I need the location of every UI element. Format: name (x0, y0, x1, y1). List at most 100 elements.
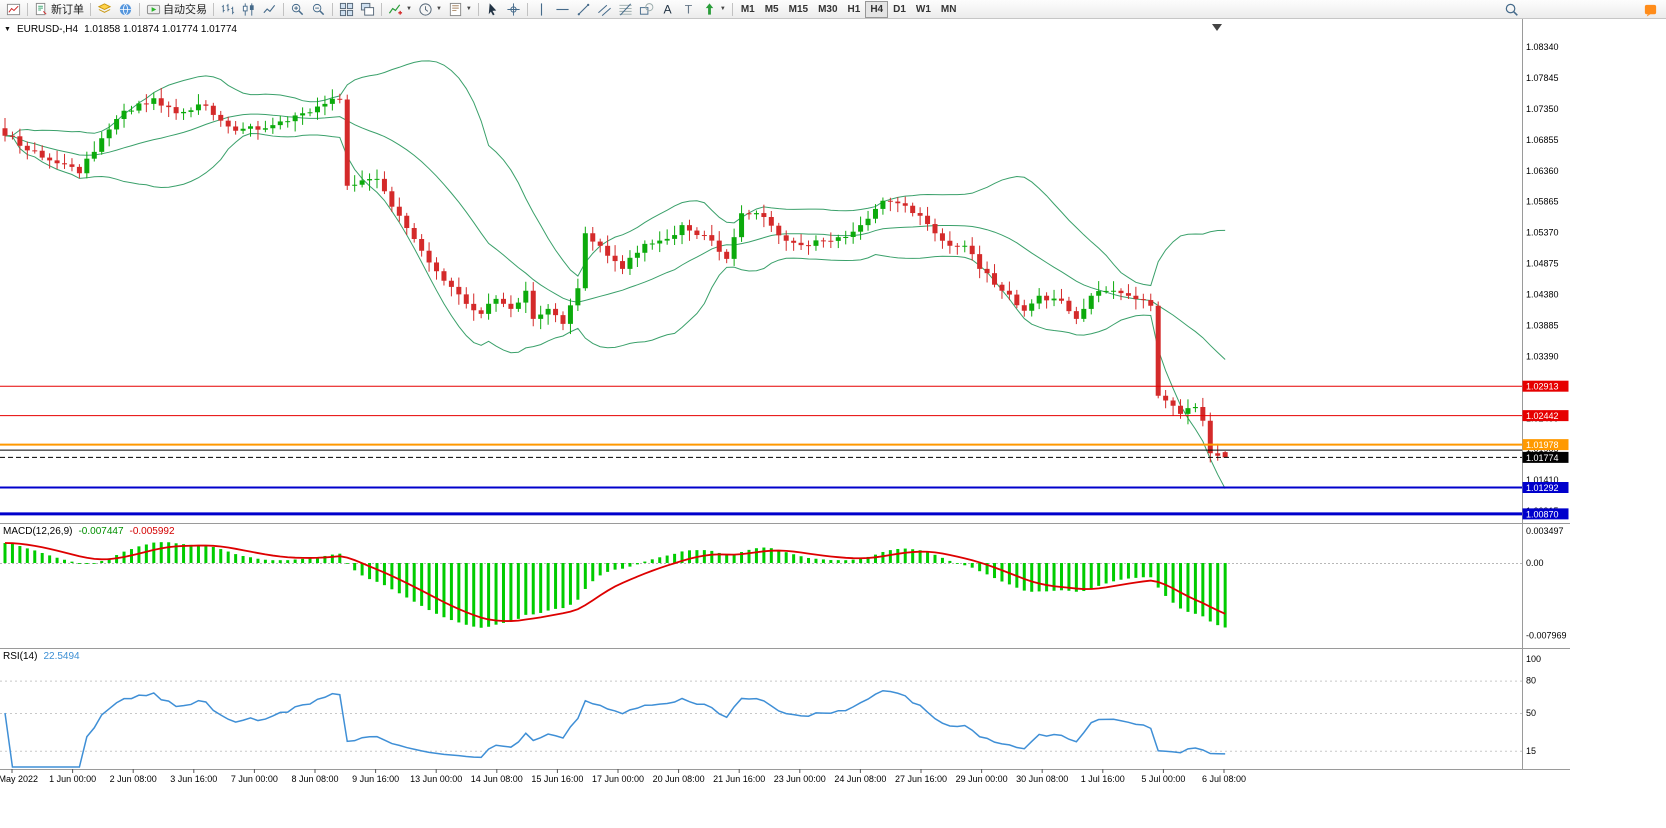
svg-text:21 Jun 16:00: 21 Jun 16:00 (713, 774, 765, 784)
crosshair-icon (506, 2, 521, 17)
cascade-windows-icon[interactable] (357, 1, 378, 18)
text-icon[interactable]: A (657, 1, 678, 18)
periods-icon[interactable]: ▼ (415, 1, 445, 18)
svg-text:1.07845: 1.07845 (1526, 73, 1559, 83)
timeframe-d1-button[interactable]: D1 (893, 3, 906, 15)
svg-text:-0.007969: -0.007969 (1526, 630, 1567, 640)
vertical-line-icon (534, 2, 549, 17)
chevron-down-icon: ▼ (435, 6, 442, 12)
level-lines[interactable] (0, 385, 1522, 516)
tile-windows-icon (339, 2, 354, 17)
templates-icon[interactable]: ▼ (445, 1, 475, 18)
vertical-line-icon[interactable] (531, 1, 552, 18)
toolbar-separator (526, 2, 528, 16)
label-icon[interactable]: T (678, 1, 699, 18)
svg-text:6 Jul 08:00: 6 Jul 08:00 (1202, 774, 1246, 784)
timeframe-m5-button[interactable]: M5 (764, 3, 779, 15)
auto-trading-icon (146, 2, 161, 17)
chevron-down-icon: ▼ (406, 6, 412, 12)
rsi-title: RSI(14) (3, 651, 38, 662)
svg-text:14 Jun 08:00: 14 Jun 08:00 (471, 774, 523, 784)
svg-text:27 Jun 16:00: 27 Jun 16:00 (895, 774, 947, 784)
timeframe-h1-button[interactable]: H1 (847, 3, 861, 15)
chart-canvas[interactable]: 1.08340 1.07845 1.07350 1.06855 1.06360 1.058… (0, 19, 1666, 828)
web-terminal-icon[interactable] (115, 1, 136, 18)
svg-text:2 Jun 08:00: 2 Jun 08:00 (110, 774, 157, 784)
zoom-in-icon (290, 2, 305, 17)
indicators-icon[interactable]: ▼ (385, 1, 415, 18)
price-level-tag (1522, 451, 1569, 463)
tile-windows-icon[interactable] (336, 1, 357, 18)
macd-panel[interactable] (0, 542, 1522, 628)
svg-text:30 May 2022: 30 May 2022 (0, 774, 38, 784)
zoom-out-icon (311, 2, 326, 17)
crosshair-icon[interactable] (503, 1, 524, 18)
layouts-icon[interactable] (94, 1, 115, 18)
channel-icon[interactable] (594, 1, 615, 18)
chart-header: ▼ EURUSD-,H4 1.01858 1.01874 1.01774 1.0… (4, 24, 237, 35)
svg-text:1.07350: 1.07350 (1526, 104, 1559, 114)
new-order-button[interactable]: 新订单 (31, 1, 87, 18)
timeframe-m1-button[interactable]: M1 (740, 3, 755, 15)
svg-text:50: 50 (1526, 708, 1536, 718)
trendline-icon[interactable] (573, 1, 594, 18)
svg-text:1.01978: 1.01978 (1526, 440, 1559, 450)
timeframe-m15-button[interactable]: M15 (788, 3, 809, 15)
templates-icon (448, 2, 463, 17)
timeframe-h4-button[interactable]: H4 (865, 0, 889, 18)
chart-shift-marker[interactable] (1212, 24, 1222, 31)
toolbar-separator (381, 2, 382, 16)
shapes-icon[interactable] (636, 1, 657, 18)
shapes-icon (639, 2, 654, 17)
auto-trading-button[interactable]: 自动交易 (143, 1, 210, 18)
svg-text:1.02442: 1.02442 (1526, 411, 1559, 421)
candlestick-chart-icon (241, 2, 256, 17)
time-scale[interactable]: 30 May 2022 1 Jun 00:00 2 Jun 08:00 3 Jun 1… (0, 769, 1246, 784)
chart-window-icon[interactable] (3, 1, 24, 18)
svg-text:13 Jun 00:00: 13 Jun 00:00 (410, 774, 462, 784)
svg-text:1.05370: 1.05370 (1526, 228, 1559, 238)
svg-text:1.04380: 1.04380 (1526, 290, 1559, 300)
timeframe-m30-button[interactable]: M30 (818, 3, 838, 15)
horizontal-line-icon[interactable] (552, 1, 573, 18)
ohlc-values: 1.01858 1.01874 1.01774 1.01774 (84, 24, 237, 35)
chevron-down-icon: ▼ (465, 6, 472, 12)
bar-chart-icon[interactable] (217, 1, 238, 18)
fibonacci-icon[interactable] (615, 1, 636, 18)
svg-text:30 Jun 08:00: 30 Jun 08:00 (1016, 774, 1068, 784)
candlestick-chart-icon[interactable] (238, 1, 259, 18)
indicators-icon (388, 2, 403, 17)
svg-text:1.04875: 1.04875 (1526, 259, 1559, 269)
rsi-value: 22.5494 (43, 651, 80, 662)
cursor-icon (485, 2, 500, 17)
bollinger-bands (4, 60, 1226, 489)
line-chart-icon[interactable] (259, 1, 280, 18)
arrows-icon (702, 2, 717, 17)
alerts-icon[interactable] (1640, 1, 1661, 18)
zoom-in-icon[interactable] (287, 1, 308, 18)
rsi-label: RSI(14) 22.5494 (3, 651, 80, 662)
svg-text:24 Jun 08:00: 24 Jun 08:00 (834, 774, 886, 784)
svg-text:8 Jun 08:00: 8 Jun 08:00 (291, 774, 338, 784)
toolbar-separator (731, 2, 733, 16)
macd-label: MACD(12,26,9) -0.007447 -0.005992 (3, 526, 175, 537)
macd-main-value: -0.007447 (78, 526, 124, 537)
cursor-icon[interactable] (482, 1, 503, 18)
price-scale[interactable]: 1.08340 1.07845 1.07350 1.06855 1.06360 1.058… (1522, 42, 1569, 756)
one-click-trading-arrow-icon[interactable]: ▼ (4, 26, 11, 33)
zoom-out-icon[interactable] (308, 1, 329, 18)
bar-chart-icon (220, 2, 235, 17)
candlestick-series (2, 88, 1228, 463)
toolbar-separator (477, 2, 479, 16)
arrows-icon[interactable]: ▼ (699, 1, 729, 18)
main-chart-panel[interactable] (0, 60, 1522, 516)
svg-text:9 Jun 16:00: 9 Jun 16:00 (352, 774, 399, 784)
rsi-panel[interactable] (0, 680, 1522, 768)
svg-text:100: 100 (1526, 654, 1541, 664)
search-icon[interactable] (1501, 1, 1522, 18)
timeframe-w1-button[interactable]: W1 (915, 3, 931, 15)
svg-text:1 Jul 16:00: 1 Jul 16:00 (1081, 774, 1125, 784)
toolbar-separator (139, 2, 140, 16)
timeframe-mn-button[interactable]: MN (940, 3, 957, 15)
